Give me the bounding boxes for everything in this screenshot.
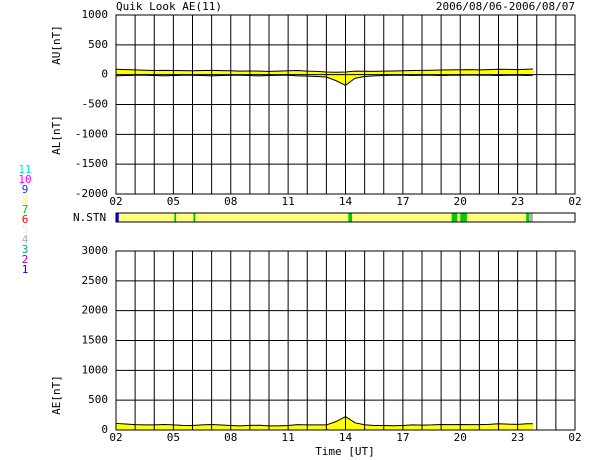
plot-frame <box>115 250 576 431</box>
x-tick-label: 20 <box>454 431 467 444</box>
station-segment <box>466 213 527 222</box>
x-tick-label: 23 <box>511 431 524 444</box>
y-tick-label: 2000 <box>82 304 109 317</box>
y-tick-label: 0 <box>101 423 108 436</box>
station-segment <box>529 213 533 222</box>
station-segment <box>193 213 196 222</box>
plot-frame <box>115 212 576 223</box>
x-tick-label: 08 <box>224 431 237 444</box>
legend-label: 11 <box>18 163 31 176</box>
y-tick-label: -500 <box>82 98 109 111</box>
y-tick-label: 1500 <box>82 334 109 347</box>
chart-title: Quik Look AE(11) <box>116 0 222 13</box>
station-segment <box>457 213 461 222</box>
legend-label: 8 <box>22 193 29 206</box>
x-tick-label: 11 <box>282 195 295 208</box>
y-axis-label: AL[nT] <box>50 115 63 155</box>
station-segment <box>116 213 119 222</box>
area-line <box>115 74 533 86</box>
x-tick-label: 17 <box>396 195 409 208</box>
x-axis-label: Time [UT] <box>315 445 375 458</box>
x-tick-label: 20 <box>454 195 467 208</box>
legend-label: 4 <box>22 233 29 246</box>
y-tick-label: -2000 <box>75 187 108 200</box>
area-fill <box>116 416 533 430</box>
station-segment <box>460 213 467 222</box>
legend-label: 6 <box>22 213 29 226</box>
legend-label: 2 <box>22 253 29 266</box>
y-tick-label: -1000 <box>75 127 108 140</box>
x-tick-label: 02 <box>109 431 122 444</box>
y-tick-label: 500 <box>88 38 108 51</box>
area-fill <box>116 74 533 86</box>
x-tick-label: 02 <box>568 195 581 208</box>
date-range: 2006/08/06-2006/08/07 <box>436 0 575 13</box>
legend-label: 5 <box>22 223 29 236</box>
y-tick-label: 1000 <box>82 8 109 21</box>
station-segment <box>451 213 458 222</box>
y-axis-label: AU[nT] <box>50 25 63 65</box>
y-tick-label: 3000 <box>82 244 109 257</box>
x-tick-label: 17 <box>396 431 409 444</box>
y-tick-label: -1500 <box>75 157 108 170</box>
station-segment <box>348 213 353 222</box>
station-segment <box>352 213 452 222</box>
x-tick-label: 05 <box>167 195 180 208</box>
station-segment <box>176 213 194 222</box>
plot-frame <box>115 14 576 195</box>
legend-label: 1 <box>22 263 29 276</box>
area-line <box>115 415 533 427</box>
legend-label: 3 <box>22 243 29 256</box>
station-segment <box>118 213 175 222</box>
y-tick-label: 0 <box>101 68 108 81</box>
station-segment <box>174 213 177 222</box>
x-tick-label: 14 <box>339 195 353 208</box>
x-tick-label: 05 <box>167 431 180 444</box>
x-tick-label: 02 <box>109 195 122 208</box>
y-tick-label: 2500 <box>82 274 109 287</box>
x-tick-label: 02 <box>568 431 581 444</box>
x-tick-label: 23 <box>511 195 524 208</box>
x-tick-label: 08 <box>224 195 237 208</box>
legend-label: 7 <box>22 203 29 216</box>
y-axis-label: N.STN <box>73 211 106 224</box>
station-segment <box>195 213 349 222</box>
x-tick-label: 14 <box>339 431 353 444</box>
y-axis-label: AE[nT] <box>50 375 63 415</box>
legend-label: 9 <box>22 183 29 196</box>
y-tick-label: 1000 <box>82 363 109 376</box>
legend-label: 10 <box>18 173 31 186</box>
x-tick-label: 11 <box>282 431 295 444</box>
station-segment <box>526 213 530 222</box>
y-tick-label: 500 <box>88 393 108 406</box>
